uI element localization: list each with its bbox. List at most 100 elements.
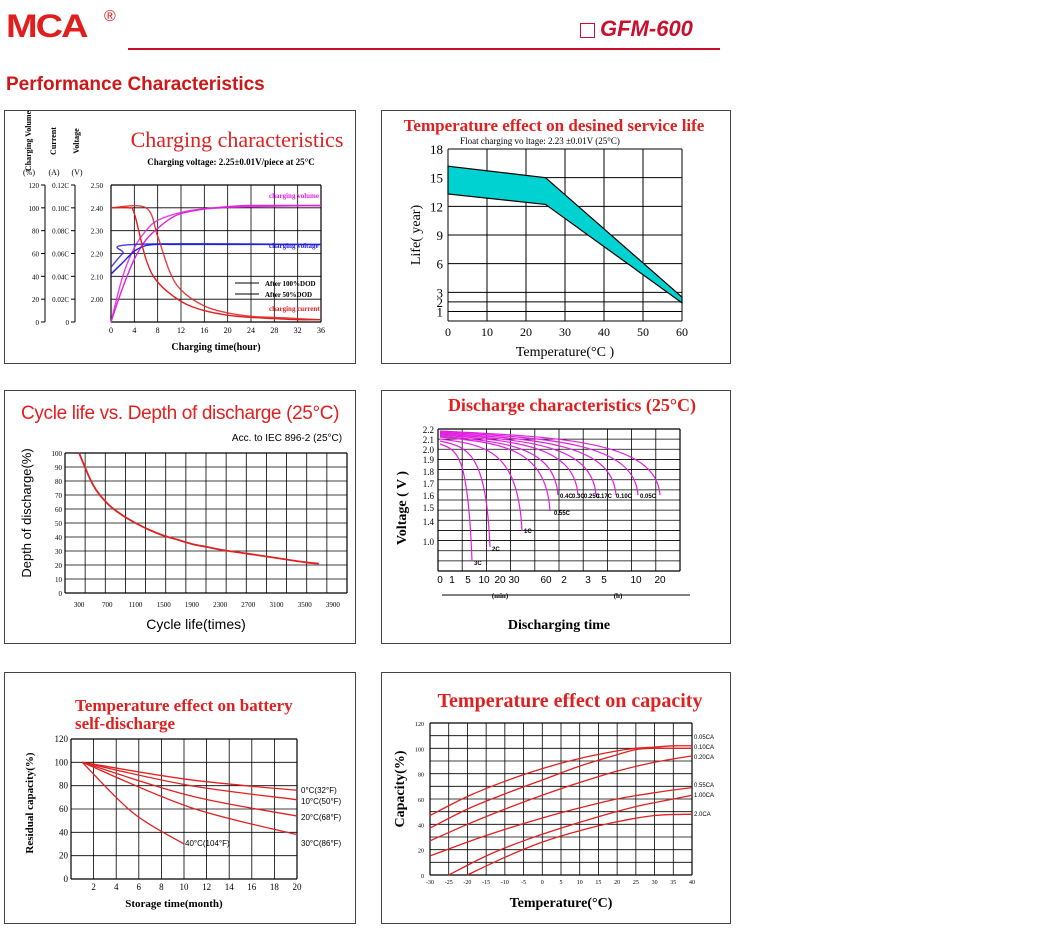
- tick-label-voltage: 2.00: [91, 296, 104, 304]
- discharge-chart: Discharge characteristics (25°C) 2.22.12.…: [395, 395, 696, 633]
- series-charging-volume: [110, 204, 322, 323]
- tick-label-x: 0: [109, 326, 113, 335]
- series-charging-voltage: [110, 242, 322, 268]
- tick-label-x: 16: [247, 882, 256, 892]
- tick-label-y: 20: [418, 849, 424, 855]
- tick-label-y: 1.4: [423, 517, 435, 527]
- cycle-life-curve: [78, 452, 319, 565]
- tick-label-x: 6: [137, 882, 142, 892]
- tick-label-x: 16: [200, 326, 208, 335]
- tick-label-y: 2.0: [423, 445, 435, 455]
- y-axis-voltage-label: Voltage: [72, 128, 81, 154]
- tick-label-x: 4: [132, 326, 136, 335]
- tick-label-y: 120: [415, 722, 424, 728]
- tick-label-y: 80: [418, 773, 424, 779]
- y-axis-unit: (A): [48, 168, 59, 177]
- series-label: 1.00CA: [694, 793, 714, 799]
- series-label: 20°C(68°F): [301, 813, 342, 822]
- tick-label-current: 0.06C: [52, 251, 69, 259]
- x-axis-unit-min: (min): [492, 592, 509, 600]
- legend-entry: After 100%DOD: [265, 280, 316, 288]
- chart-title: Charging characteristics: [131, 127, 344, 152]
- chart-subtitle: Float charging vo ltage: 2.23 ±0.01V (25…: [460, 136, 620, 146]
- x-axis-label: Discharging time: [508, 618, 610, 633]
- series-charging-volume: [110, 204, 321, 323]
- tick-label-x: 0: [541, 880, 544, 886]
- tick-label-x: 18: [270, 882, 280, 892]
- tick-label-y: 80: [55, 478, 63, 486]
- tick-label-y: 9: [437, 228, 444, 243]
- tick-label-x: 12: [202, 882, 211, 892]
- tick-label-y: 100: [415, 747, 424, 753]
- tick-label-y: 12: [430, 199, 443, 214]
- tick-label-y: 40: [55, 534, 63, 542]
- tick-label-y: 0: [59, 590, 63, 598]
- tick-label-x: 2: [91, 882, 96, 892]
- discharge-curve-3C: [439, 443, 473, 562]
- y-axis-label: Residual capacity(%): [24, 752, 36, 853]
- section-title: Performance Characteristics: [6, 74, 265, 95]
- tick-label-x: 28: [270, 326, 278, 335]
- tick-label-volume: 120: [29, 182, 40, 190]
- tick-label-y: 2.1: [423, 435, 434, 445]
- tick-label-x: 10: [630, 575, 642, 586]
- x-axis-label: Storage time(month): [125, 898, 223, 910]
- tick-label-x: 15: [595, 880, 601, 886]
- tick-label-y: 1: [437, 304, 444, 319]
- tick-label-volume: 40: [32, 273, 40, 281]
- tick-label-y: 15: [430, 171, 443, 186]
- rate-label: 2C: [492, 547, 500, 553]
- discharge-curve-0.4C: [439, 435, 559, 496]
- series-label: 40°C(104°F): [185, 839, 230, 848]
- y-axis-volume-label: Charging Volume: [24, 111, 33, 171]
- series-label: 0.05CA: [694, 735, 714, 741]
- tick-label-y: 20: [55, 562, 63, 570]
- rate-label: 1C: [524, 529, 532, 535]
- chart-title-line1: Temperature effect on battery: [75, 696, 293, 715]
- tick-label-x: 10: [577, 880, 583, 886]
- brand-logo: MCA: [6, 9, 89, 45]
- series-label: 0.20CA: [694, 755, 714, 761]
- series-self-discharge: [82, 761, 298, 791]
- tick-label-y: 40: [418, 823, 424, 829]
- tick-label-y: 1.6: [423, 491, 435, 501]
- tick-label-x: 30: [559, 325, 571, 339]
- tick-label-x: 10: [478, 575, 490, 586]
- tick-label-x: 10: [481, 325, 493, 339]
- tick-label-x: 2300: [213, 601, 228, 609]
- tick-label-x: 60: [676, 325, 688, 339]
- tick-label-x: 5: [560, 880, 563, 886]
- self-discharge-chart-panel: Temperature effect on battery self-discha…: [4, 672, 356, 924]
- tick-label-y: 120: [55, 734, 69, 744]
- series-self-discharge: [82, 761, 298, 836]
- tick-label-y: 80: [59, 781, 69, 791]
- label-charging-voltage: charging voltage: [269, 242, 319, 250]
- tick-label-y: 100: [52, 450, 63, 458]
- rate-label: 3C: [474, 561, 482, 567]
- temp-life-chart-panel: Temperature effect on desined service li…: [381, 110, 731, 364]
- tick-label-x: 1900: [185, 601, 200, 609]
- y-axis-label: Depth of discharge(%): [19, 448, 34, 577]
- tick-label-y: 18: [430, 142, 443, 157]
- x-axis-label: Temperature(°C): [510, 896, 613, 911]
- tick-label-current: 0.12C: [52, 182, 69, 190]
- tick-label-y: 20: [59, 851, 69, 861]
- series-capacity: [448, 794, 693, 876]
- tick-label-x: 40: [598, 325, 610, 339]
- y-axis-label: Voltage ( V ): [395, 471, 410, 545]
- series-capacity: [429, 786, 693, 857]
- chart-title: Cycle life vs. Depth of discharge (25°C): [21, 403, 339, 424]
- tick-label-y: 50: [55, 520, 63, 528]
- tick-label-y: 1.5: [423, 503, 435, 513]
- cycle-life-chart-panel: Cycle life vs. Depth of discharge (25°C)…: [4, 390, 356, 644]
- charging-chart: Charging characteristics Charging voltage…: [23, 111, 344, 353]
- cycle-life-chart: Cycle life vs. Depth of discharge (25°C)…: [19, 403, 348, 632]
- tick-label-y: 1.9: [423, 455, 435, 465]
- tick-label-x: -30: [426, 880, 434, 886]
- label-charging-volume: charging volume: [269, 192, 319, 200]
- tick-label-x: 5: [465, 575, 471, 586]
- series-self-discharge: [81, 761, 185, 845]
- model-name: GFM-600: [600, 16, 693, 41]
- tick-label-x: -25: [445, 880, 453, 886]
- tick-label-voltage: 2.20: [91, 251, 104, 259]
